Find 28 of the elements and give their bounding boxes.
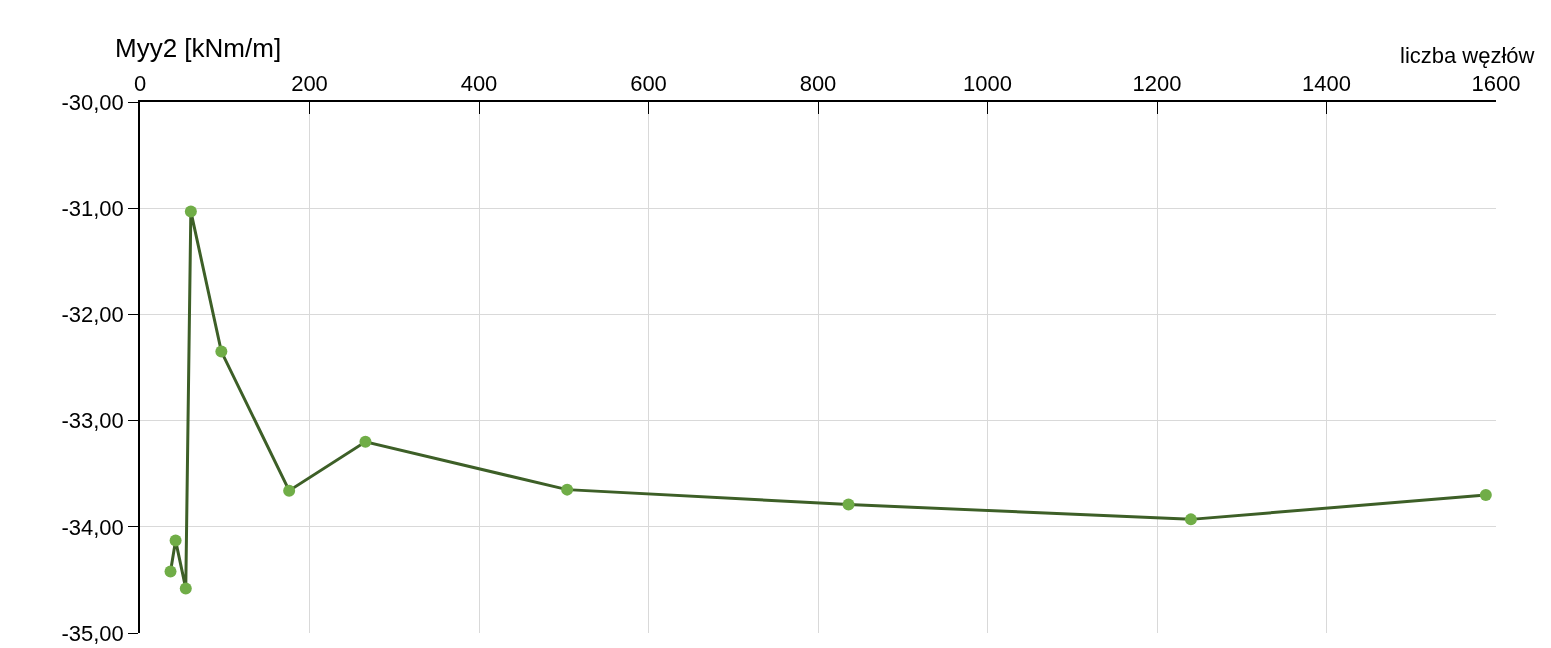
point — [561, 483, 574, 496]
point — [1184, 513, 1197, 526]
x-tick-label: 1000 — [963, 71, 1012, 97]
point — [169, 534, 182, 547]
point — [184, 205, 197, 218]
y-tick-label: -34,00 — [61, 514, 124, 540]
point — [215, 345, 228, 358]
x-tick-label: 0 — [133, 71, 147, 97]
point — [283, 484, 296, 497]
point — [164, 565, 177, 578]
y-axis-title: Myy2 [kNm/m] — [115, 33, 282, 63]
point — [179, 582, 192, 595]
x-tick-label: 1200 — [1132, 71, 1182, 97]
x-tick-label: 800 — [799, 71, 837, 97]
x-tick-label: 200 — [291, 71, 328, 97]
y-tick-label: -30,00 — [61, 89, 124, 115]
y-tick-label: -31,00 — [61, 195, 124, 221]
point — [1479, 488, 1492, 501]
y-tick-label: -35,00 — [61, 620, 124, 646]
x-tick-label: 1600 — [1471, 71, 1521, 97]
y-tick-label: -32,00 — [61, 302, 124, 328]
point — [842, 498, 855, 511]
y-tick-label: -33,00 — [61, 408, 124, 434]
x-tick-label: 600 — [630, 71, 667, 97]
x-axis-title: liczba węzłów — [1400, 43, 1535, 68]
x-tick-label: 1400 — [1302, 71, 1351, 97]
x-tick-label: 400 — [460, 71, 498, 97]
point — [359, 435, 372, 448]
